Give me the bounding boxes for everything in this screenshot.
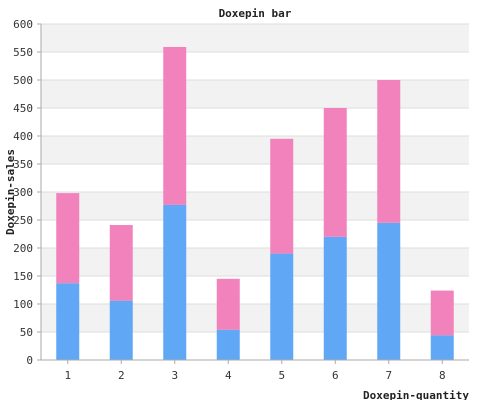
y-tick-label: 550 <box>13 46 33 59</box>
bar-segment <box>216 278 240 330</box>
background-band <box>41 304 469 332</box>
x-tick-label: 4 <box>225 369 232 382</box>
x-axis-title: Doxepin-quantity <box>363 389 469 400</box>
bar-segment <box>270 253 294 360</box>
x-tick-label: 7 <box>385 369 392 382</box>
bar-segment <box>323 236 347 360</box>
x-tick-label: 3 <box>171 369 178 382</box>
y-tick-label: 150 <box>13 270 33 283</box>
bar-segment <box>163 204 187 360</box>
x-tick-label: 6 <box>332 369 339 382</box>
y-tick-labels: 0 50 100 150 200 250 300 350 400 450 500 550 600 <box>13 18 33 367</box>
background-band <box>41 192 469 220</box>
bar-segment <box>216 329 240 360</box>
x-tick-label: 5 <box>278 369 285 382</box>
y-tick-label: 0 <box>26 354 33 367</box>
axes <box>37 23 469 364</box>
bar-segment <box>430 335 454 360</box>
background-band <box>41 136 469 164</box>
y-tick-label: 450 <box>13 102 33 115</box>
background-band <box>41 248 469 276</box>
y-tick-label: 250 <box>13 214 33 227</box>
y-tick-label: 300 <box>13 186 33 199</box>
bar-segment <box>109 300 133 360</box>
x-tick-label: 1 <box>64 369 71 382</box>
bar-segment <box>163 46 187 205</box>
y-tick-label: 600 <box>13 18 33 31</box>
bar-segment <box>323 108 347 237</box>
bar-segment <box>430 290 454 336</box>
bar-segment <box>56 193 80 284</box>
background-band <box>41 24 469 52</box>
x-tick-labels: 1 2 3 4 5 6 7 8 <box>64 369 445 382</box>
x-tick-label: 8 <box>439 369 446 382</box>
y-tick-label: 200 <box>13 242 33 255</box>
y-axis-title: Doxepin-sales <box>4 149 17 235</box>
y-tick-label: 100 <box>13 298 33 311</box>
y-tick-label: 350 <box>13 158 33 171</box>
bar-segment <box>377 222 401 360</box>
x-tick-label: 2 <box>118 369 125 382</box>
bar-segment <box>270 138 294 254</box>
y-tick-label: 500 <box>13 74 33 87</box>
bar-segment <box>56 283 80 360</box>
bar-segment <box>377 80 401 223</box>
bar-segment <box>109 225 133 301</box>
bars-layer <box>56 46 454 360</box>
y-tick-label: 50 <box>20 326 33 339</box>
background-band <box>41 80 469 108</box>
chart-title: Doxepin bar <box>219 7 292 20</box>
y-tick-label: 400 <box>13 130 33 143</box>
plot-background-bands <box>41 24 469 332</box>
